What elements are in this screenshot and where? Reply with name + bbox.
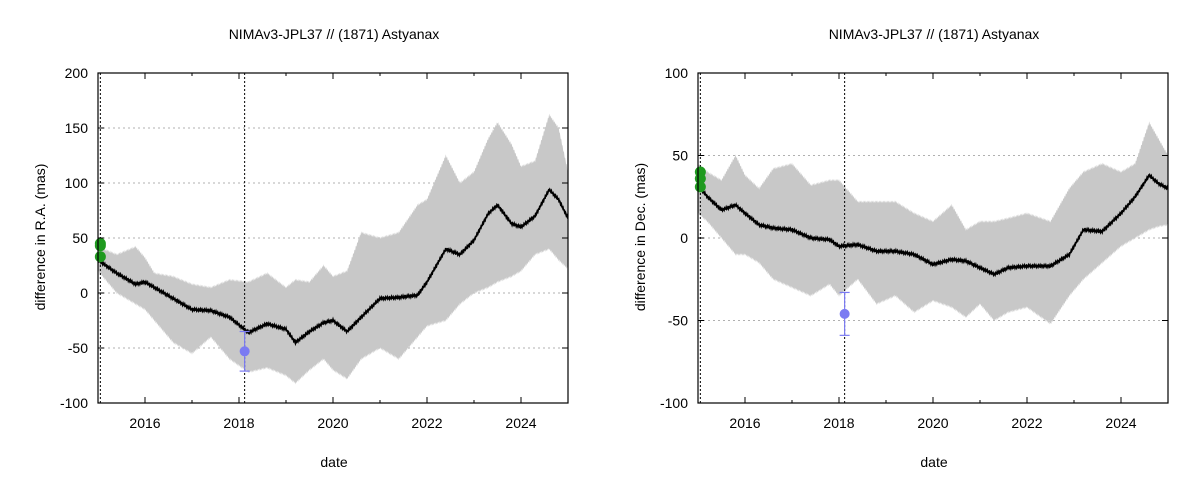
y-tick-label: 100 — [65, 175, 89, 191]
y-tick-label: 0 — [680, 230, 688, 246]
x-tick-label: 2024 — [505, 415, 536, 431]
green-observation-point — [694, 181, 706, 193]
y-tick-label: -100 — [60, 395, 88, 411]
x-tick-label: 2018 — [223, 415, 254, 431]
y-tick-label: -50 — [68, 340, 88, 356]
uncertainty-band — [98, 113, 568, 385]
green-observation-point — [94, 240, 106, 252]
y-tick-label: 200 — [65, 65, 89, 81]
x-tick-label: 2024 — [1105, 415, 1136, 431]
blue-observation-point — [839, 308, 850, 319]
x-tick-label: 2022 — [1011, 415, 1042, 431]
y-tick-label: 100 — [665, 65, 689, 81]
uncertainty-band — [698, 121, 1168, 325]
chart-title: NIMAv3-JPL37 // (1871) Astyanax — [828, 26, 1040, 42]
difference-curve — [98, 187, 568, 347]
green-observation-point — [94, 251, 106, 263]
y-tick-label: 50 — [72, 230, 88, 246]
difference-curve — [698, 172, 1168, 278]
x-tick-label: 2016 — [129, 415, 160, 431]
y-tick-label: 0 — [80, 285, 88, 301]
x-axis-label: date — [320, 454, 348, 470]
ra-chart-panel: NIMAv3-JPL37 // (1871) Astyanax differen… — [32, 26, 569, 470]
dec-chart-panel: NIMAv3-JPL37 // (1871) Astyanax differen… — [600, 0, 1200, 480]
x-tick-label: 2022 — [411, 415, 442, 431]
x-tick-label: 2016 — [729, 415, 760, 431]
x-tick-label: 2018 — [823, 415, 854, 431]
blue-observation-point — [239, 346, 250, 357]
x-axis-label: date — [920, 454, 948, 470]
x-tick-label: 2020 — [917, 415, 948, 431]
chart-title: NIMAv3-JPL37 // (1871) Astyanax — [228, 26, 440, 42]
y-tick-label: 50 — [672, 148, 688, 164]
x-tick-label: 2020 — [317, 415, 348, 431]
y-tick-label: 150 — [65, 120, 89, 136]
dec-plot: -100 -50 0 50 100 2016 2018 2020 2022 2024 — [660, 65, 1169, 431]
y-tick-label: -50 — [668, 313, 688, 329]
y-tick-label: -100 — [660, 395, 688, 411]
ra-plot: -100 -50 0 50 100 150 200 2016 2018 2020 2022 2024 — [60, 65, 569, 431]
